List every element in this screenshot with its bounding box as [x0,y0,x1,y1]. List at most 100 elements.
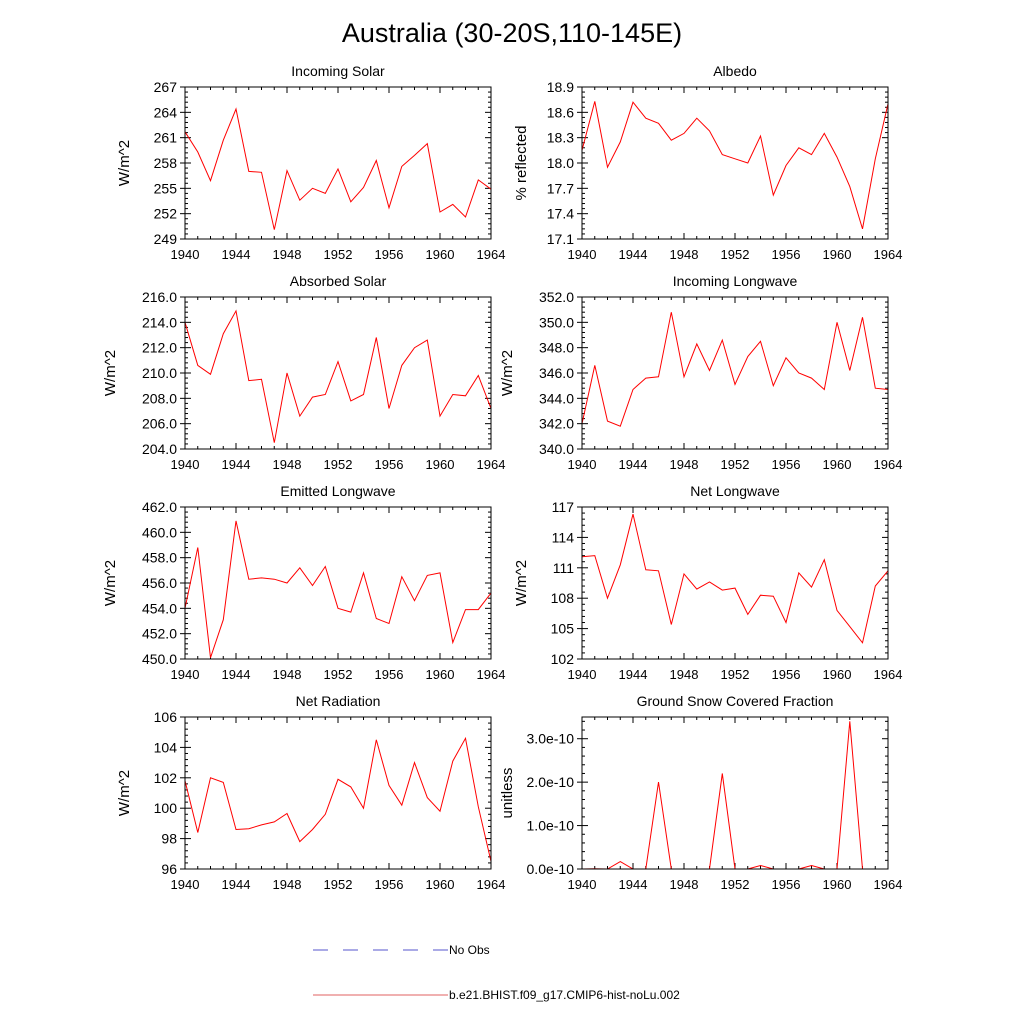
x-tick-label: 1956 [772,457,801,472]
x-tick-label: 1944 [619,667,648,682]
x-tick-label: 1952 [721,877,750,892]
chart-panel-7: Ground Snow Covered Fraction 1940 1944 1948… [499,693,902,892]
x-tick-label: 1964 [477,877,506,892]
x-tick-label: 1960 [426,457,455,472]
series-line-0 [184,520,492,658]
y-tick-label: 267 [154,79,178,95]
x-tick-label: 1956 [772,667,801,682]
plot-frame [184,506,492,660]
x-tick-label: 1940 [171,667,200,682]
x-tick-label: 1952 [721,247,750,262]
chart-panel-3: Incoming Longwave 1940 1944 1948 1952 1956 196… [499,273,902,472]
y-tick-label: 18.3 [547,130,574,146]
y-tick-label: 346.0 [539,365,574,381]
x-tick-label: 1944 [619,247,648,262]
x-tick-label: 1964 [874,667,903,682]
x-tick-label: 1948 [273,877,302,892]
x-tick-label: 1964 [874,457,903,472]
y-tick-label: 18.6 [547,104,574,120]
chart-panel-2: Absorbed Solar 1940 1944 1948 1952 1956 1960 19… [102,273,505,472]
series-line-0 [581,513,889,644]
y-tick-label: 456.0 [142,575,177,591]
y-tick-label: 102 [154,770,178,786]
y-axis-label: W/m^2 [116,140,133,186]
x-tick-label: 1964 [874,247,903,262]
x-tick-label: 1956 [375,877,404,892]
y-tick-label: 17.7 [547,180,574,196]
x-tick-label: 1948 [670,247,699,262]
y-tick-label: 18.9 [547,79,574,95]
x-tick-label: 1948 [273,247,302,262]
y-tick-label: 252 [154,206,178,222]
y-tick-label: 17.1 [547,231,574,247]
y-tick-label: 96 [161,861,177,877]
plot-frame [581,506,889,660]
series-line-0 [581,101,889,230]
y-tick-label: 100 [154,800,178,816]
y-tick-label: 342.0 [539,416,574,432]
y-tick-label: 462.0 [142,499,177,515]
y-axis-label: W/m^2 [513,560,530,606]
y-tick-label: 105 [551,621,575,637]
x-tick-label: 1960 [823,667,852,682]
x-tick-label: 1956 [375,247,404,262]
y-tick-label: 102 [551,651,575,667]
panel-title: Incoming Solar [291,63,385,79]
y-tick-label: 208.0 [142,390,177,406]
series-line-0 [184,736,492,862]
y-tick-label: 460.0 [142,524,177,540]
legend-model-label: b.e21.BHIST.f09_g17.CMIP6-hist-noLu.002 [449,988,680,1002]
x-tick-label: 1952 [324,877,353,892]
chart-panel-4: Emitted Longwave 1940 1944 1948 1952 1956 1960… [102,483,505,682]
y-tick-label: 108 [551,590,575,606]
y-tick-label: 111 [553,560,574,576]
y-axis-label: W/m^2 [102,350,119,396]
y-axis-label: W/m^2 [102,560,119,606]
x-tick-label: 1964 [874,877,903,892]
series-line-0 [184,107,492,230]
y-tick-label: 117 [552,499,575,515]
y-tick-label: 214.0 [142,314,177,330]
figure-title: Australia (30-20S,110-145E) [342,18,682,48]
x-tick-label: 1948 [670,457,699,472]
y-tick-label: 1.0e-10 [527,818,575,834]
x-tick-label: 1940 [568,667,597,682]
y-tick-label: 17.4 [547,206,574,222]
legend-no-obs-label: No Obs [449,943,490,957]
x-tick-label: 1940 [568,457,597,472]
y-tick-label: 348.0 [539,340,574,356]
y-tick-label: 0.0e-10 [527,861,575,877]
y-tick-label: 249 [154,231,178,247]
x-tick-label: 1956 [772,247,801,262]
y-tick-label: 204.0 [142,441,177,457]
x-tick-label: 1948 [670,877,699,892]
y-tick-label: 258 [154,155,178,171]
plot-frame [184,716,492,870]
x-tick-label: 1944 [222,457,251,472]
y-tick-label: 206.0 [142,416,177,432]
x-tick-label: 1960 [823,877,852,892]
legend: No Obs b.e21.BHIST.f09_g17.CMIP6-hist-no… [313,943,680,1002]
y-tick-label: 352.0 [539,289,574,305]
chart-panel-5: Net Longwave 1940 1944 1948 1952 1956 1960 1964… [513,483,902,682]
x-tick-label: 1952 [721,667,750,682]
series-line-0 [184,309,492,443]
x-tick-label: 1964 [477,457,506,472]
y-tick-label: 114 [552,529,575,545]
panel-title: Net Radiation [296,693,381,709]
panel-title: Incoming Longwave [673,273,798,289]
plot-frame [581,716,889,870]
y-tick-label: 261 [154,130,178,146]
y-tick-label: 18.0 [547,155,574,171]
panel-title: Emitted Longwave [280,483,395,499]
y-tick-label: 458.0 [142,550,177,566]
x-tick-label: 1940 [171,457,200,472]
plot-frame [184,296,492,450]
x-tick-label: 1952 [324,667,353,682]
y-tick-label: 106 [154,709,178,725]
panel-title: Absorbed Solar [290,273,387,289]
x-tick-label: 1940 [568,877,597,892]
chart-panel-6: Net Radiation 1940 1944 1948 1952 1956 1960 196… [116,693,505,892]
panel-title: Ground Snow Covered Fraction [637,693,834,709]
